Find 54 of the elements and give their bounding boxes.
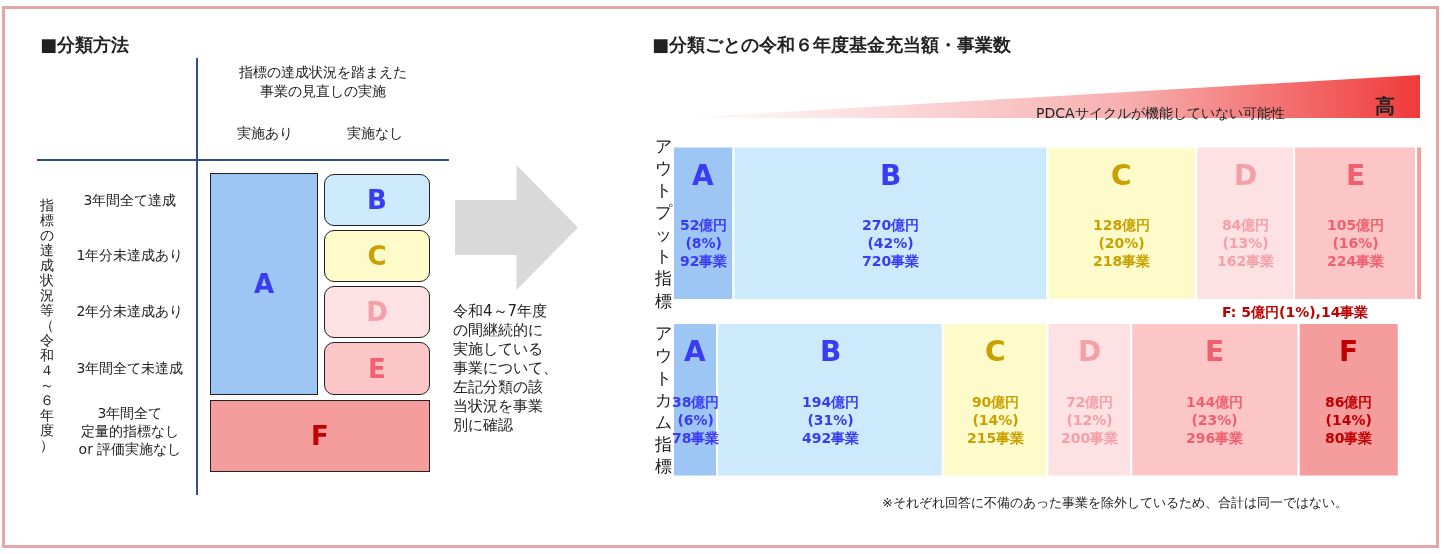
text: 3年間全て	[96, 404, 164, 423]
text: A	[253, 269, 275, 299]
series-label: E	[1205, 335, 1225, 368]
text: 実施している	[453, 340, 544, 360]
text: D	[1234, 159, 1258, 192]
text: 1年分未達成あり	[75, 246, 185, 265]
text: A	[692, 159, 714, 192]
text: PDCAサイクルが機能していない可能性	[1036, 105, 1285, 121]
data-label: 52億円 (8%) 92事業	[680, 217, 728, 270]
series-label: D	[1078, 335, 1102, 368]
text: ※それぞれ回答に不備のあった事業を除外しているため、合計は同一ではない。	[882, 495, 1348, 510]
text: 高	[1375, 94, 1395, 118]
text: C	[1111, 159, 1132, 192]
text: D	[366, 297, 388, 327]
text: F	[311, 421, 329, 451]
data-label: 194億円 (31%) 492事業	[802, 394, 860, 447]
text: C	[367, 241, 387, 271]
data-label: 72億円 (12%) 200事業	[1061, 394, 1119, 447]
text: 左記分類の該	[453, 378, 544, 398]
data-label: 86億円 (14%) 80事業	[1325, 394, 1373, 447]
data-label: 105億円 (16%) 224事業	[1327, 217, 1385, 270]
text: 実施なし	[346, 124, 404, 143]
text: E	[1346, 159, 1366, 192]
text: B	[880, 159, 902, 192]
data-label: 128億円 (20%) 218事業	[1093, 217, 1151, 270]
text: 事業の見直しの実施	[258, 82, 387, 101]
text: 3年間全て未達成	[75, 359, 185, 378]
text: 定量的指標なし	[80, 422, 180, 441]
series-label: C	[985, 335, 1006, 368]
series-label: A	[684, 335, 706, 368]
text: ■分類方法	[40, 33, 130, 57]
text: 2年分未達成あり	[75, 302, 185, 321]
text: E	[368, 353, 386, 384]
text: 事業について、	[453, 359, 559, 379]
data-label: 90億円 (14%) 215事業	[967, 394, 1025, 447]
text: B	[367, 185, 387, 215]
text: or 評価実施なし	[77, 440, 183, 459]
text: 指標の達成状況を踏まえた	[237, 63, 408, 82]
series-label: F	[1339, 335, 1359, 368]
text: 当状況を事業	[453, 397, 544, 417]
text: 令和4～7年度	[453, 302, 549, 322]
text: 別に確認	[453, 416, 514, 436]
chart-title: ■分類ごとの令和６年度基金充当額・事業数	[652, 34, 1013, 56]
data-label: 144億円 (23%) 296事業	[1186, 394, 1244, 447]
y-tick-label: アウトプット指標	[654, 135, 673, 311]
y-tick-label: アウトカム指標	[654, 323, 672, 476]
text: 指標の達成状況等（令和４～６年度）	[40, 197, 54, 453]
data-label: 84億円 (13%) 162事業	[1217, 217, 1275, 270]
annotation: F: 5億円(1%),14事業	[1222, 304, 1369, 320]
text: の間継続的に	[453, 321, 544, 341]
data-label: 270億円 (42%) 720事業	[862, 217, 920, 270]
series-label: B	[820, 335, 842, 368]
text: 実施あり	[236, 124, 294, 143]
text: 3年間全て達成	[82, 191, 178, 210]
